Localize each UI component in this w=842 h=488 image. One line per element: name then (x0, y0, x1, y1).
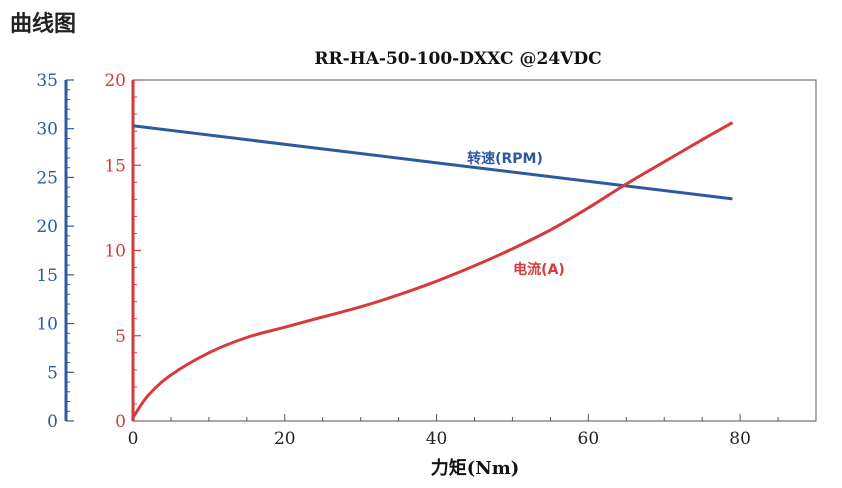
section-title: 曲线图 (10, 12, 77, 37)
speed-tick-label: 30 (36, 120, 58, 140)
current-tick-label: 0 (115, 412, 126, 432)
x-tick-label: 80 (729, 429, 751, 449)
x-axis-label: 力矩(Nm) (431, 457, 520, 479)
chart-title: RR-HA-50-100-DXXC @24VDC (314, 49, 601, 69)
speed-series-line (132, 124, 733, 201)
current-series-label: 电流(A) (513, 261, 565, 278)
current-tick-label: 10 (104, 242, 126, 262)
speed-series-label: 转速(RPM) (467, 150, 543, 167)
speed-tick-label: 15 (36, 266, 58, 286)
speed-tick-label: 25 (36, 168, 58, 188)
speed-axis-ticks: 0 5 10 15 20 25 30 35 (36, 71, 74, 432)
speed-tick-label: 0 (47, 412, 58, 432)
speed-tick-label: 10 (36, 315, 58, 335)
x-tick-label: 40 (426, 429, 448, 449)
current-series-line (131, 121, 734, 419)
current-tick-label: 20 (104, 71, 126, 91)
speed-tick-label: 5 (47, 363, 58, 383)
plot-frame (132, 79, 817, 422)
x-tick-label: 0 (128, 429, 139, 449)
x-tick-label: 60 (578, 429, 600, 449)
speed-tick-label: 35 (36, 71, 58, 91)
current-tick-label: 5 (115, 327, 126, 347)
current-axis-ticks: 0 5 10 15 20 (104, 71, 141, 432)
x-tick-label: 20 (274, 429, 296, 449)
speed-tick-label: 20 (36, 217, 58, 237)
x-axis-ticks: 0 20 40 60 80 (128, 414, 779, 449)
current-tick-label: 15 (104, 156, 126, 176)
